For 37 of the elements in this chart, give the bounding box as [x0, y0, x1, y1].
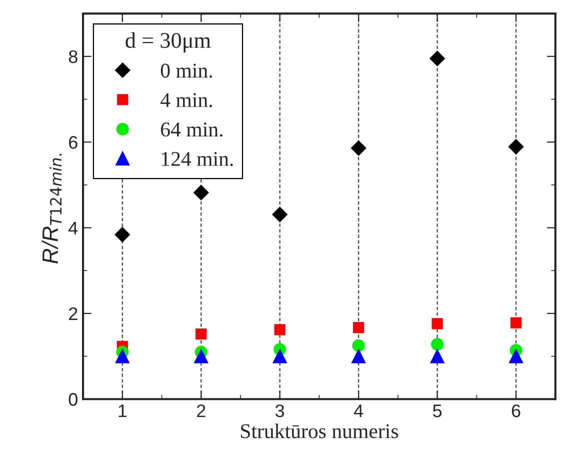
point	[508, 139, 524, 154]
y-tick-label: 2	[69, 307, 78, 320]
point	[430, 349, 444, 364]
point	[272, 349, 287, 364]
legend-label: 124 min.	[162, 152, 233, 166]
point	[194, 185, 209, 200]
x-tick-label: 5	[433, 404, 442, 418]
point	[274, 324, 286, 336]
x-tick-label: 3	[276, 404, 284, 418]
point	[432, 318, 443, 330]
point	[196, 328, 207, 340]
legend-label: 4 min.	[160, 93, 212, 108]
y-axis-title: R/R$_{T124min.}$	[42, 154, 62, 264]
point	[114, 227, 130, 242]
x-tick-label: 2	[197, 404, 206, 418]
point	[115, 349, 130, 364]
point	[352, 339, 365, 352]
legend-label: 0 min.	[160, 64, 212, 78]
point	[194, 349, 208, 364]
y-tick-label: 6	[69, 136, 78, 149]
point	[430, 50, 445, 66]
x-tick-label: 4	[354, 404, 364, 418]
y-tick-label: 4	[68, 222, 78, 234]
point	[352, 349, 366, 364]
point	[353, 322, 364, 334]
x-tick-label: 6	[512, 404, 520, 418]
point	[272, 206, 288, 222]
x-axis-title: Struktūros numeris	[241, 424, 398, 438]
x-tick-label: 1	[118, 404, 127, 418]
legend-title: d = 30μm	[126, 32, 211, 52]
point	[510, 317, 522, 328]
point	[431, 338, 444, 351]
point	[509, 349, 523, 364]
legend-label: 64 min.	[161, 122, 222, 137]
y-tick-label: 8	[68, 50, 78, 64]
point	[351, 140, 366, 156]
y-tick-label: 0	[68, 393, 78, 406]
